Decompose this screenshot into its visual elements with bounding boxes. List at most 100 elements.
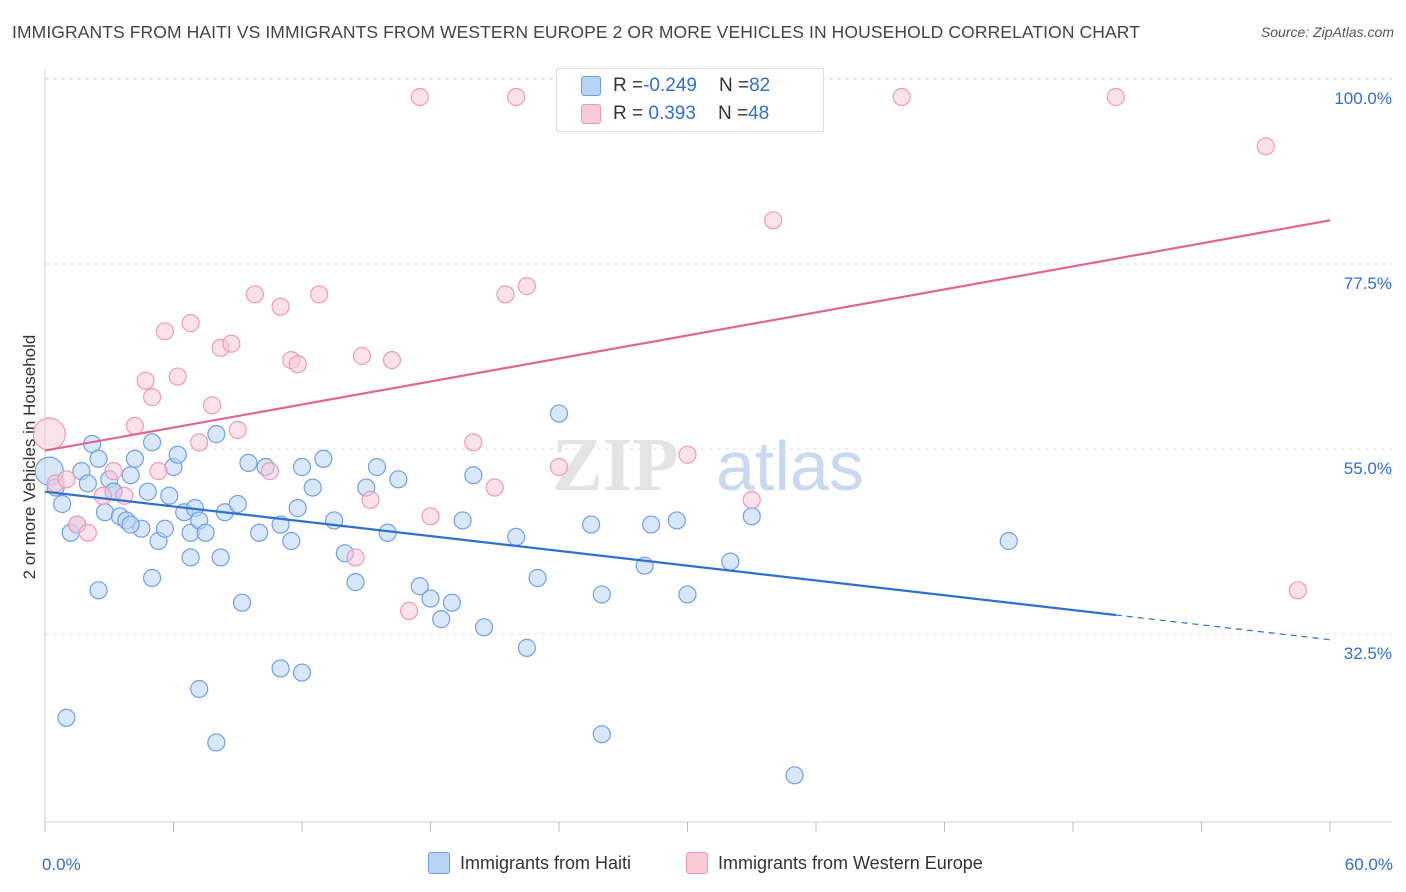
haiti-point (232, 593, 252, 612)
haiti-point (57, 708, 76, 727)
haiti-point (142, 433, 162, 452)
haiti-swatch (581, 76, 601, 96)
western-europe-point (155, 322, 175, 341)
haiti-point (592, 585, 611, 604)
haiti-point (678, 585, 697, 604)
western-europe-point (57, 470, 76, 489)
haiti-point (592, 725, 611, 744)
haiti-point (155, 519, 175, 538)
watermark-atlas: atlas (716, 427, 864, 505)
western-europe-point (78, 523, 97, 542)
haiti-point (181, 548, 200, 567)
haiti-point (190, 679, 209, 699)
haiti-point (288, 499, 307, 518)
we-swatch (581, 104, 601, 124)
haiti-point (168, 445, 187, 464)
western-europe-point (1256, 137, 1275, 156)
legend-item-haiti: Immigrants from Haiti (428, 852, 631, 874)
western-europe-point (104, 462, 123, 481)
haiti-point (250, 523, 269, 542)
western-europe-point (288, 355, 307, 374)
western-europe-point (346, 548, 365, 567)
western-europe-point (190, 433, 209, 452)
legend-we-swatch (686, 852, 708, 874)
haiti-point (346, 573, 365, 592)
western-europe-point (517, 277, 536, 296)
haiti-point (314, 449, 333, 468)
western-europe-point (742, 490, 761, 509)
western-europe-point (260, 462, 279, 481)
we-n-label: N = (717, 103, 749, 124)
haiti-point (464, 466, 483, 485)
haiti-point (292, 663, 312, 682)
western-europe-point (496, 285, 515, 304)
western-europe-point (410, 87, 429, 107)
y-axis-label: 2 or more Vehicles in Household (20, 335, 39, 580)
chart-title: IMMIGRANTS FROM HAITI VS IMMIGRANTS FROM… (12, 22, 1141, 42)
western-europe-point (421, 507, 440, 526)
haiti-point (507, 527, 526, 546)
western-europe-point (245, 285, 264, 304)
haiti-point (410, 577, 429, 596)
western-europe-point (168, 367, 187, 386)
western-europe-point (202, 396, 222, 415)
haiti-point (999, 531, 1018, 551)
y-tick-label: 32.5% (1344, 644, 1392, 663)
haiti-point (582, 515, 601, 534)
haiti-point (271, 659, 290, 678)
haiti-point (432, 610, 451, 629)
haiti-point (421, 589, 440, 608)
haiti-point (367, 457, 387, 477)
western-europe-point (125, 416, 145, 435)
haiti-point (196, 523, 215, 542)
legend-we-label: Immigrants from Western Europe (718, 852, 983, 873)
haiti-point (160, 486, 179, 505)
western-europe-point (222, 334, 241, 353)
we-r-value: 0.393 (643, 103, 696, 124)
western-europe-point (93, 486, 112, 505)
haiti-point (211, 548, 230, 567)
western-europe-trend-line (44, 219, 1331, 452)
we-r-label: R = (613, 103, 644, 124)
western-europe-point (310, 285, 329, 304)
haiti-point (207, 733, 226, 752)
haiti-point (89, 581, 108, 600)
x-tick-label: 60.0% (1345, 855, 1393, 874)
haiti-n-label: N = (718, 75, 750, 96)
haiti-point (742, 507, 761, 526)
y-tick-label: 77.5% (1344, 274, 1392, 293)
x-tick-label: 0.0% (42, 855, 81, 874)
haiti-point (53, 494, 72, 514)
watermark-zip: ZIP (552, 423, 679, 507)
haiti-point (228, 494, 247, 514)
legend-haiti-swatch (428, 852, 450, 874)
haiti-point (89, 449, 108, 468)
western-europe-point (464, 433, 483, 452)
legend-item-western-europe: Immigrants from Western Europe (686, 852, 983, 874)
western-europe-point (149, 462, 168, 481)
source-credit: Source: ZipAtlas.com (1260, 24, 1394, 40)
haiti-point (303, 478, 322, 497)
haiti-point (125, 449, 145, 468)
haiti-point (78, 474, 97, 493)
haiti-point (282, 531, 301, 551)
haiti-point (785, 766, 804, 785)
series-legend: Immigrants from Haiti Immigrants from We… (0, 852, 1406, 878)
haiti-r-label: R = (613, 75, 644, 96)
haiti-trend-line (44, 490, 1116, 617)
haiti-point (721, 552, 740, 571)
western-europe-point (549, 457, 569, 477)
y-tick-label: 100.0% (1334, 89, 1392, 108)
haiti-point (549, 404, 569, 423)
haiti-point (641, 515, 661, 534)
haiti-r-value: -0.249 (643, 75, 697, 96)
legend-haiti-label: Immigrants from Haiti (460, 852, 632, 873)
haiti-point (667, 511, 686, 530)
western-europe-point (361, 490, 380, 509)
haiti-point (389, 470, 408, 489)
western-europe-point (399, 601, 419, 620)
haiti-point (442, 593, 462, 612)
haiti-point (517, 638, 536, 657)
haiti-trend-extension (1115, 614, 1331, 641)
